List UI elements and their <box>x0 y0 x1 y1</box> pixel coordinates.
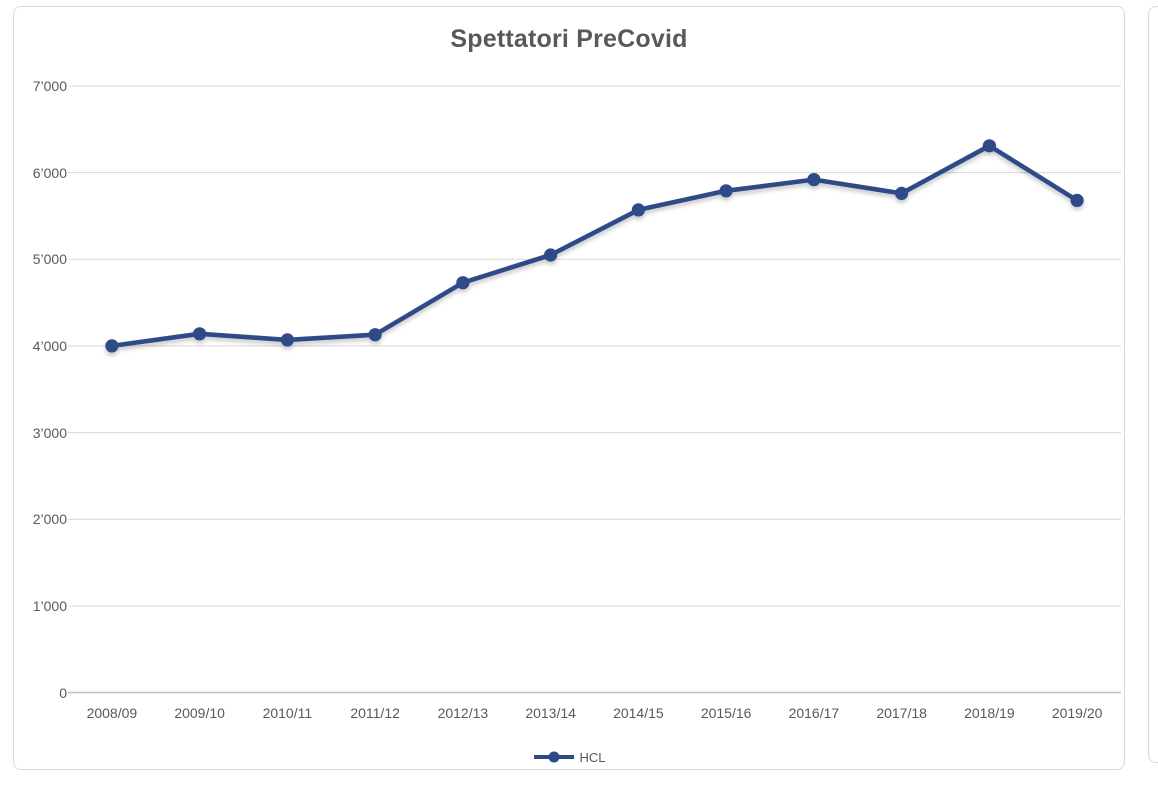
legend-line-marker-icon <box>534 751 575 763</box>
data-point[interactable] <box>280 333 294 347</box>
series-HCL <box>105 139 1084 353</box>
data-point[interactable] <box>1070 193 1084 207</box>
legend[interactable]: HCL <box>14 747 1124 767</box>
data-point[interactable] <box>193 327 207 341</box>
data-point[interactable] <box>105 339 119 353</box>
adjacent-chart-panel[interactable] <box>1148 6 1158 763</box>
data-point[interactable] <box>982 139 997 153</box>
data-point[interactable] <box>807 173 821 187</box>
data-point[interactable] <box>456 276 470 290</box>
legend-series-label: HCL <box>579 749 606 765</box>
data-point[interactable] <box>631 203 646 217</box>
chart-panel[interactable]: Spettatori PreCovid 0 1’000 2’000 3’000 4’00… <box>13 6 1125 770</box>
data-point[interactable] <box>544 248 558 262</box>
data-point[interactable] <box>368 328 382 342</box>
chart-title: Spettatori PreCovid <box>450 25 688 53</box>
plot-svg <box>68 85 1121 694</box>
series-line <box>109 143 1080 349</box>
data-point[interactable] <box>895 186 909 200</box>
data-point[interactable] <box>719 184 733 198</box>
